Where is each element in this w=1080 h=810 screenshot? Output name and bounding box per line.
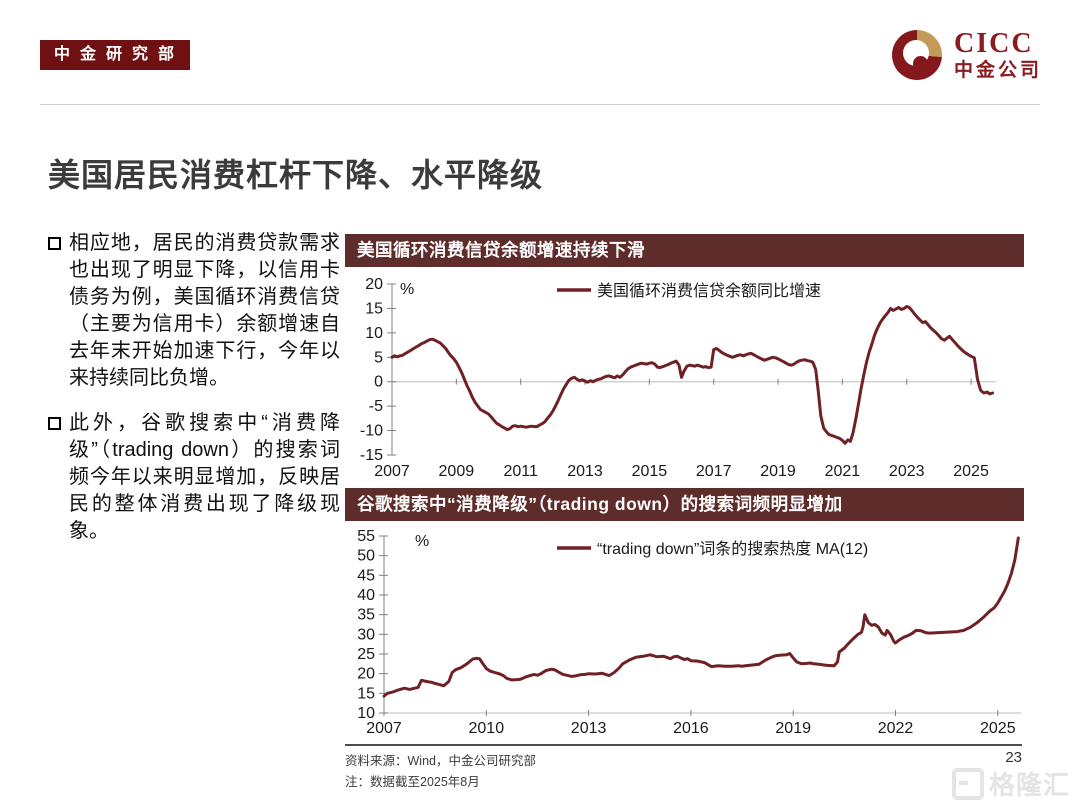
chart2-header: 谷歌搜索中“消费降级”（trading down）的搜索词频明显增加	[345, 488, 1024, 521]
svg-text:-10: -10	[360, 423, 383, 440]
trading-down-chart: 2007 2010 2013 2016 2019 2022 2025555045403530…	[357, 528, 1021, 737]
svg-text:2019: 2019	[760, 463, 796, 480]
square-bullet-icon	[48, 237, 61, 250]
svg-text:2009: 2009	[439, 463, 475, 480]
chart1-header: 美国循环消费信贷余额增速持续下滑	[345, 234, 1024, 267]
svg-text:2025: 2025	[980, 720, 1016, 737]
svg-text:“trading down”词条的搜索热度 MA(12): “trading down”词条的搜索热度 MA(12)	[597, 540, 868, 558]
svg-text:10: 10	[365, 325, 383, 342]
svg-text:50: 50	[357, 548, 375, 565]
svg-text:2017: 2017	[696, 463, 732, 480]
cicc-logo-text: CICC	[953, 28, 1034, 59]
svg-text:5: 5	[374, 349, 383, 366]
svg-text:2019: 2019	[775, 720, 811, 737]
svg-text:2007: 2007	[374, 463, 410, 480]
svg-text:美国循环消费信贷余额同比增速: 美国循环消费信贷余额同比增速	[597, 281, 821, 300]
svg-text:10: 10	[357, 705, 375, 722]
svg-text:2013: 2013	[571, 720, 607, 737]
svg-text:15: 15	[357, 685, 375, 702]
cicc-logo-chinese: 中金公司	[953, 60, 1042, 81]
source-note: 资料来源：Wind，中金公司研究部	[345, 754, 536, 768]
page-number: 23	[1005, 749, 1022, 766]
cicc-logo: CICC 中金公司	[891, 28, 1042, 81]
research-dept-badge: 中金研究部	[40, 40, 191, 70]
svg-text:2025: 2025	[953, 463, 989, 480]
square-bullet-icon	[48, 417, 61, 430]
svg-text:30: 30	[357, 626, 375, 643]
svg-text:2010: 2010	[469, 720, 505, 737]
footer-divider	[345, 744, 1022, 746]
svg-text:2022: 2022	[878, 720, 914, 737]
svg-text:25: 25	[357, 646, 375, 663]
svg-text:35: 35	[357, 607, 375, 624]
svg-text:55: 55	[357, 528, 375, 545]
svg-text:20: 20	[365, 276, 383, 293]
svg-text:2011: 2011	[503, 463, 538, 480]
svg-text:45: 45	[357, 567, 375, 584]
svg-text:-15: -15	[360, 447, 383, 464]
svg-text:%: %	[415, 533, 429, 550]
svg-text:15: 15	[365, 300, 383, 317]
svg-text:%: %	[400, 281, 414, 298]
svg-text:2013: 2013	[567, 463, 603, 480]
gelonghui-watermark: 格隆汇	[951, 765, 1070, 802]
svg-text:2007: 2007	[366, 720, 402, 737]
data-note: 注：数据截至2025年8月	[345, 775, 480, 789]
revolving-credit-chart: 2007 2009 2011 2013 2015 2017 2019 2021 2023 2025…	[360, 276, 996, 480]
svg-text:2021: 2021	[825, 463, 861, 480]
bullet-item-1: 相应地，居民的消费贷款需求也出现了明显下降，以信用卡债务为例，美国循环消费信贷（…	[48, 230, 340, 392]
header-divider	[40, 104, 1040, 105]
svg-text:2015: 2015	[632, 463, 668, 480]
bullet-item-2: 此外，谷歌搜索中“消费降级”（trading down）的搜索词频今年以来明显增…	[48, 410, 340, 545]
gelonghui-icon	[951, 767, 984, 800]
svg-text:0: 0	[374, 374, 383, 391]
svg-text:-5: -5	[369, 398, 383, 415]
svg-text:2023: 2023	[889, 463, 925, 480]
svg-text:40: 40	[357, 587, 375, 604]
svg-text:2016: 2016	[673, 720, 709, 737]
bullet-list: 相应地，居民的消费贷款需求也出现了明显下降，以信用卡债务为例，美国循环消费信贷（…	[48, 230, 340, 563]
cicc-logo-icon	[891, 30, 942, 80]
page-title: 美国居民消费杠杆下降、水平降级	[48, 157, 544, 193]
svg-text:20: 20	[357, 666, 375, 683]
